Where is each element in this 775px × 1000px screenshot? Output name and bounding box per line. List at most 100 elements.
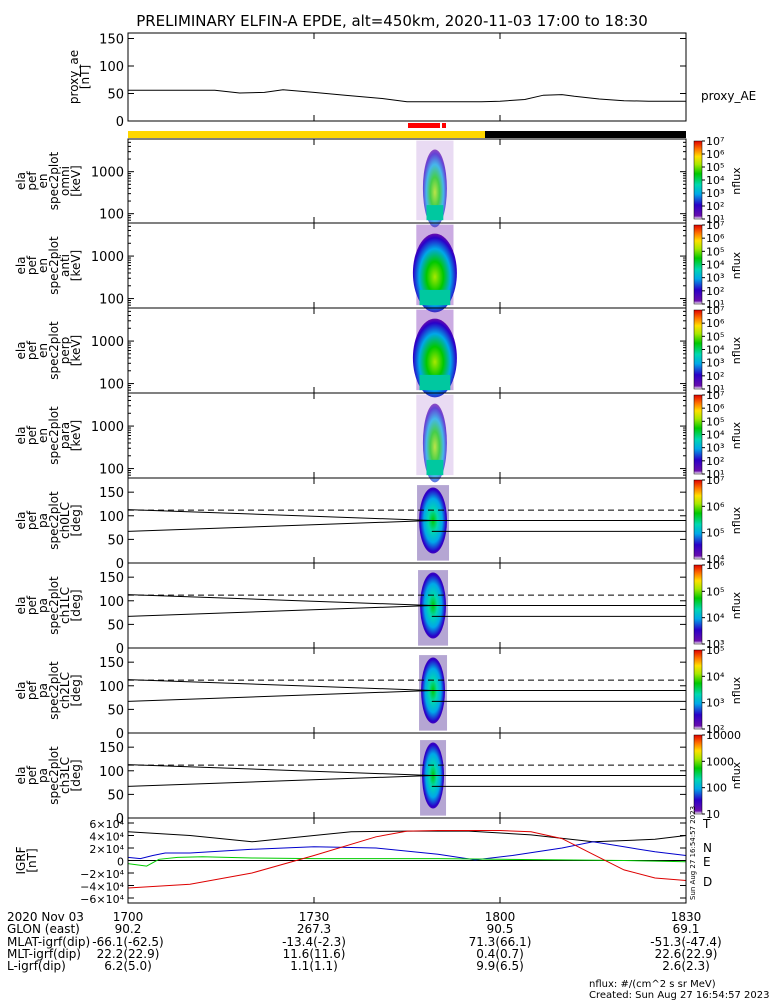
y-axis-title-line: pef <box>25 171 39 191</box>
colorbar-tick-label: 10¹ <box>706 383 724 396</box>
created-stamp: Created: Sun Aug 27 16:54:57 2023 <box>589 990 769 1000</box>
ephemeris-value: 1700 <box>113 910 144 924</box>
colorbar-tick-label: 10³ <box>706 357 724 370</box>
panel-8: 150100500elapefpaspec2plotch3LC[deg]1000… <box>14 729 743 827</box>
ephemeris-value: -13.4(-2.3) <box>282 935 346 949</box>
colorbar-tick-label: 10⁷ <box>706 304 724 317</box>
y-axis-title-line: pa <box>36 768 50 783</box>
y-axis-title-line: spec2plot <box>47 406 61 465</box>
colorbar-tick-label: 10⁶ <box>706 500 725 513</box>
y-axis-title-line: spec2plot <box>47 746 61 805</box>
ephemeris-value: 22.6(22.9) <box>655 947 718 961</box>
y-axis-title-line: [keV] <box>69 335 83 366</box>
colorbar-tick-label: 10³ <box>706 272 724 285</box>
loss-cone-line <box>127 679 432 691</box>
colorbar-tick-label: 10³ <box>706 638 724 651</box>
science-zone-bar <box>128 131 485 138</box>
panel-2: 1000100elapefenspec2plotanti[keV]10⁷10⁶1… <box>14 219 743 313</box>
y-tick-label: 150 <box>99 571 124 586</box>
colorbar-tick-label: 10⁵ <box>706 527 724 540</box>
y-tick-label: 6×10⁴ <box>89 818 124 831</box>
colorbar-label: nflux <box>730 676 743 704</box>
spectrogram-low-energy <box>426 459 444 476</box>
ephemeris-value: -66.1(-62.5) <box>92 935 163 949</box>
panel-frame <box>127 307 687 394</box>
y-axis-title-line: pa <box>36 683 50 698</box>
y-axis-title-line: perp <box>58 337 72 365</box>
colorbar-tick-label: 10⁷ <box>706 135 724 148</box>
y-tick-label: 2×10⁴ <box>89 843 124 856</box>
colorbar-tick-label: 10⁵ <box>706 415 724 428</box>
colorbar <box>693 309 703 390</box>
anti-loss-cone-line <box>127 690 432 702</box>
colorbar-tick-label: 10⁴ <box>706 259 725 272</box>
colorbar-tick-label: 100 <box>706 782 727 795</box>
colorbar-tick-label: 10⁶ <box>706 559 725 572</box>
series-legend-D: D <box>703 875 712 889</box>
colorbar-tick-label: 10² <box>706 285 724 298</box>
y-tick-label: 150 <box>99 33 124 48</box>
panel-frame <box>127 392 687 479</box>
colorbar-label: nflux <box>730 761 743 789</box>
y-tick-label: 100 <box>99 463 124 478</box>
series-line-E <box>127 856 687 867</box>
colorbar-tick-label: 10⁴ <box>706 553 725 566</box>
y-tick-label: 0 <box>117 856 124 869</box>
y-tick-label: 100 <box>99 765 124 780</box>
colorbar-tick-label: 10² <box>706 200 724 213</box>
ephemeris-value: 1830 <box>671 910 702 924</box>
colorbar <box>693 140 703 220</box>
ephemeris-value: 90.5 <box>487 922 514 936</box>
y-axis-title-line: pef <box>25 765 39 785</box>
y-axis-title-line: pa <box>36 598 50 613</box>
y-tick-label: 100 <box>99 208 124 223</box>
night-zone-bar <box>485 131 686 138</box>
y-axis-title-line: spec2plot <box>47 661 61 720</box>
y-axis-title-line: pef <box>25 680 39 700</box>
flux-units-note: nflux: #/(cm^2 s sr MeV) <box>589 979 716 990</box>
y-axis-title-line: [nT] <box>25 848 39 872</box>
y-axis-title-line: para <box>58 422 72 449</box>
colorbar-tick-label: 10⁵ <box>706 585 724 598</box>
colorbar-label: nflux <box>730 506 743 534</box>
y-axis-title-line: spec2plot <box>47 236 61 295</box>
y-axis-title-line: [deg] <box>69 675 83 707</box>
side-time-stamp: Sun Aug 27 16:54:57 2023 <box>689 806 697 900</box>
ephemeris-value: 9.9(6.5) <box>476 959 524 973</box>
colorbar-tick-label: 10⁴ <box>706 344 725 357</box>
ephemeris-value: -51.3(-47.4) <box>650 935 721 949</box>
colorbar-tick-label: 10⁴ <box>706 429 725 442</box>
colorbar-tick-label: 10⁴ <box>706 612 725 625</box>
ephemeris-value: 267.3 <box>297 922 331 936</box>
y-axis-title-line: ela <box>14 426 28 444</box>
y-tick-label: −6×10⁴ <box>80 893 124 906</box>
y-axis-title-line: ela <box>14 681 28 699</box>
y-axis-title-line: [keV] <box>69 165 83 196</box>
series-line-proxy_AE <box>128 89 686 103</box>
y-axis-title-line: ela <box>14 596 28 614</box>
series-legend-N: N <box>703 841 712 855</box>
colorbar-tick-label: 10² <box>706 455 724 468</box>
ephemeris-value: 69.1 <box>673 922 700 936</box>
colorbar-tick-label: 10³ <box>706 697 724 710</box>
y-axis-title-line: en <box>36 343 50 358</box>
colorbar-tick-label: 10⁶ <box>706 402 725 415</box>
ephemeris-value: 22.2(22.9) <box>97 947 160 961</box>
colorbar-tick-label: 10³ <box>706 187 724 200</box>
y-axis-title-line: ela <box>14 172 28 190</box>
y-axis-title-line: spec2plot <box>47 321 61 380</box>
colorbar-tick-label: 10 <box>706 808 720 821</box>
anti-loss-cone-line <box>127 520 432 532</box>
y-tick-label: 0 <box>116 812 124 827</box>
ephemeris-value: 90.2 <box>115 922 142 936</box>
colorbar-tick-label: 10¹ <box>706 468 724 481</box>
series-line-N <box>127 841 687 861</box>
y-tick-label: 1000 <box>91 420 124 435</box>
y-tick-label: −4×10⁴ <box>80 881 124 894</box>
colorbar-tick-label: 10⁷ <box>706 474 724 487</box>
panel-frame <box>127 32 687 122</box>
y-tick-label: 100 <box>99 680 124 695</box>
panel-1: 1000100elapefenspec2plotomni[keV]10⁷10⁶1… <box>14 135 743 228</box>
